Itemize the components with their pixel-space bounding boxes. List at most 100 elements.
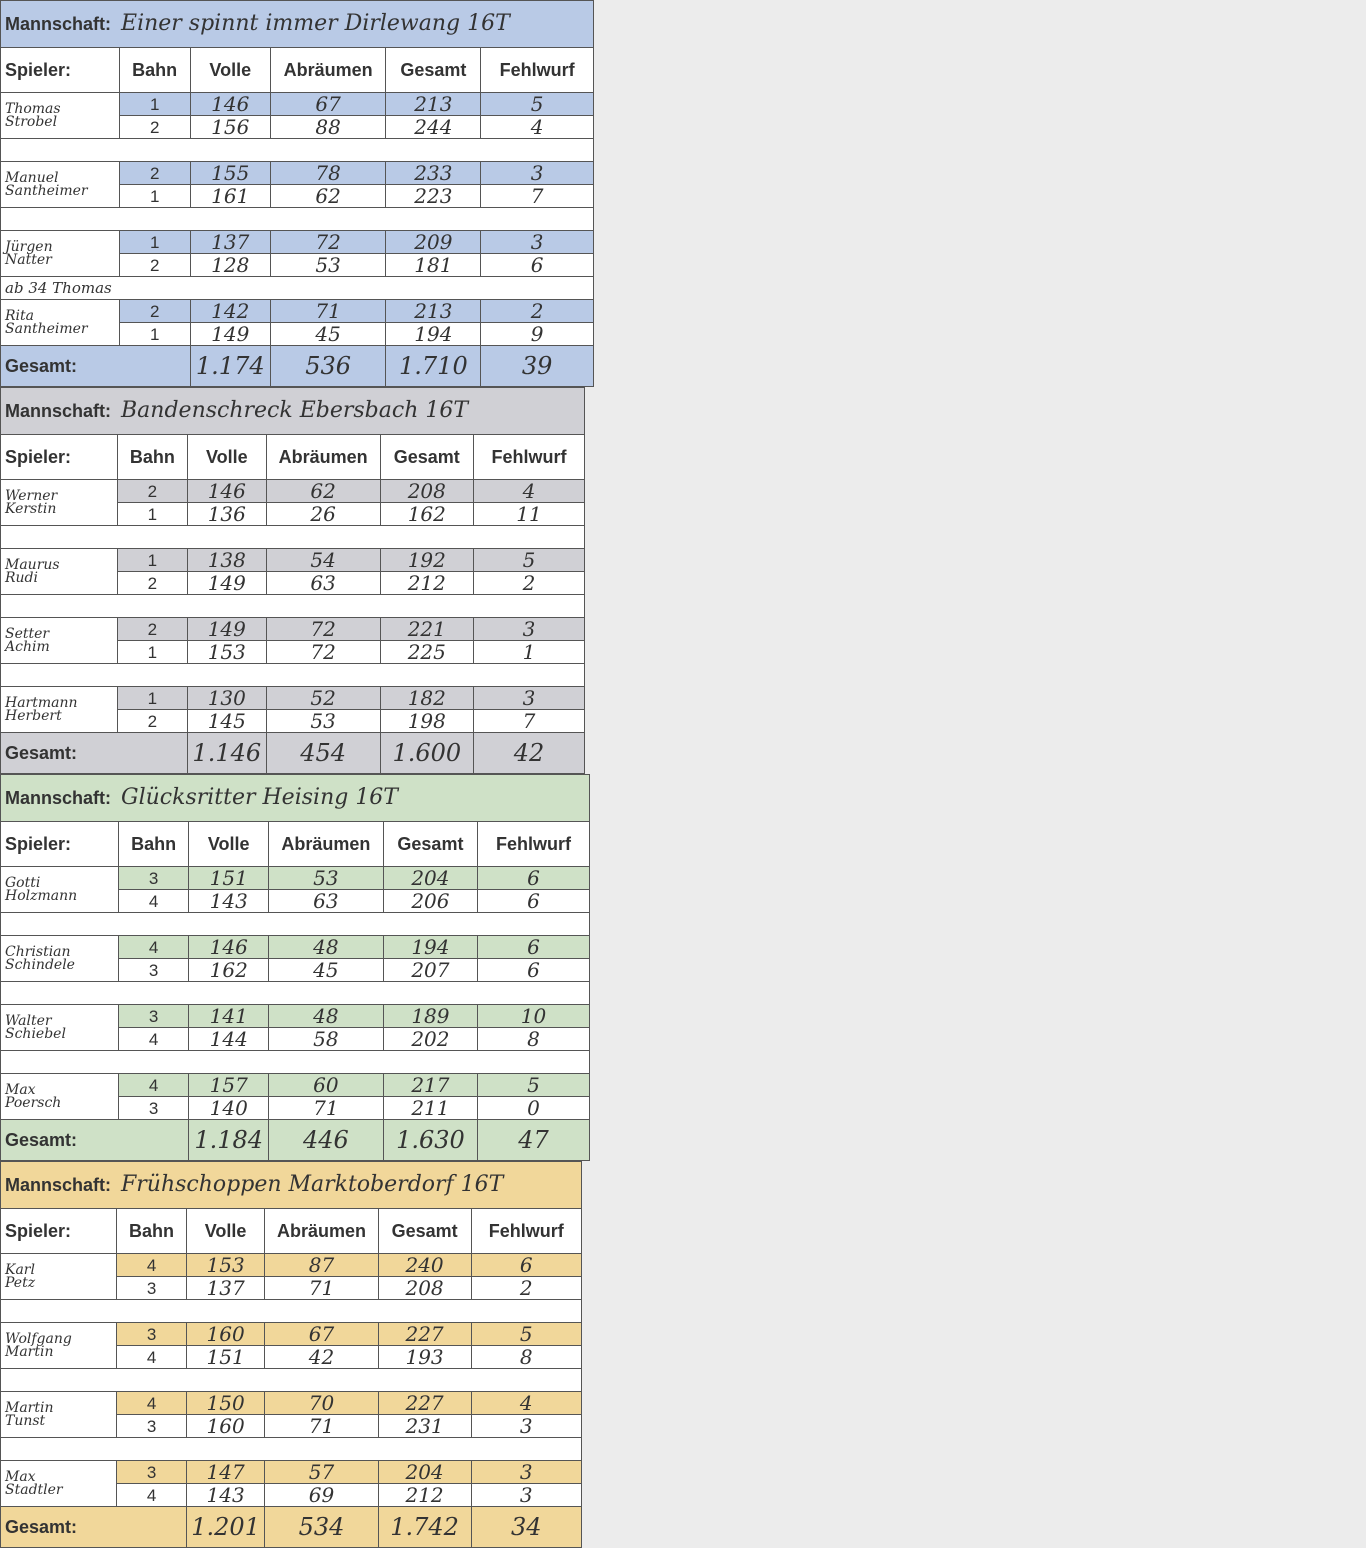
cell: 233 (385, 161, 482, 185)
spacer-row (0, 663, 585, 687)
cell: 227 (377, 1391, 472, 1415)
cell: 4 (117, 889, 190, 913)
spacer-row (0, 594, 585, 618)
name-line: Christian (5, 943, 71, 960)
cell: 4 (116, 1345, 187, 1369)
name-line: Stadtler (5, 1481, 63, 1498)
cell: 6 (477, 958, 590, 982)
team-name: Bandenschreck Ebersbach 16T (121, 398, 469, 423)
cell: 6 (477, 866, 590, 890)
cell: 244 (385, 115, 482, 139)
player-row: 4 143 63 206 6 (1, 889, 590, 913)
cell: 63 (265, 571, 381, 595)
total-value: 1.710 (385, 345, 482, 387)
total-value: 446 (267, 1119, 384, 1161)
player-name: Hartmann Herbert (0, 686, 118, 733)
title-row: Mannschaft: Frühschoppen Marktoberdorf 16… (0, 1161, 582, 1209)
cell: 141 (188, 1004, 269, 1028)
column-header: Volle (186, 434, 267, 480)
total-row: Gesamt: 1.184 446 1.630 47 (0, 1119, 590, 1161)
name-line: Setter (5, 625, 50, 642)
column-header: Bahn (116, 1208, 187, 1254)
cell: 78 (269, 161, 387, 185)
cell: 5 (473, 548, 585, 572)
cell: 3 (116, 1460, 187, 1484)
cell: 72 (265, 640, 381, 664)
cell: 53 (267, 866, 384, 890)
column-header: Spieler: (0, 821, 119, 867)
name-line: Santheimer (5, 320, 88, 337)
cell: 204 (377, 1460, 472, 1484)
column-header: Bahn (118, 47, 191, 93)
team-name: Einer spinnt immer Dirlewang 16T (121, 11, 510, 36)
total-value: 47 (477, 1119, 590, 1161)
name-line: Kerstin (5, 500, 57, 517)
column-header: Fehlwurf (473, 434, 585, 480)
cell: 3 (480, 161, 594, 185)
cell: 4 (116, 1253, 187, 1277)
column-header: Abräumen (267, 821, 384, 867)
name-line: Wolfgang (5, 1330, 72, 1347)
cell: 149 (186, 571, 267, 595)
cell: 45 (269, 322, 387, 346)
name-line: Holzmann (5, 887, 78, 904)
cell: 1 (118, 230, 191, 254)
cell: 71 (267, 1096, 384, 1120)
name-line: Rudi (5, 569, 38, 586)
column-header: Gesamt (377, 1208, 472, 1254)
cell: 3 (473, 686, 585, 710)
spacer-row (0, 981, 590, 1005)
name-line: Rita (5, 307, 34, 324)
cell: 212 (377, 1483, 472, 1507)
column-header: Volle (189, 47, 271, 93)
name-line: Werner (5, 487, 58, 504)
cell: 10 (477, 1004, 590, 1028)
cell: 150 (185, 1391, 266, 1415)
cell: 137 (189, 230, 271, 254)
total-value: 454 (265, 732, 381, 774)
player-name: Walter Schiebel (0, 1004, 119, 1051)
cell: 182 (379, 686, 475, 710)
column-header: Gesamt (379, 434, 475, 480)
cell: 6 (480, 253, 594, 277)
player-name: Werner Kerstin (0, 479, 118, 526)
cell: 2 (118, 115, 191, 139)
cell: 53 (269, 253, 387, 277)
player-name: Rita Santheimer (0, 299, 120, 346)
cell: 3 (470, 1460, 583, 1484)
player-row: Setter Achim 2 149 72 221 3 (0, 617, 585, 664)
cell: 1 (116, 686, 188, 710)
column-header: Spieler: (0, 434, 118, 480)
cell: 156 (189, 115, 271, 139)
cell: 194 (385, 322, 482, 346)
total-row: Gesamt: 1.146 454 1.600 42 (0, 732, 585, 774)
table: Mannschaft: Glücksritter Heising 16T Spiel… (0, 774, 590, 1161)
player-row: 1 153 72 225 1 (1, 640, 585, 664)
total-label: Gesamt: (0, 345, 191, 387)
cell: 52 (265, 686, 381, 710)
cell: 227 (377, 1322, 472, 1346)
cell: 2 (118, 299, 191, 323)
player-row: Walter Schiebel 3 141 48 189 10 (0, 1004, 590, 1051)
cell: 208 (377, 1276, 472, 1300)
total-row: Gesamt: 1.201 534 1.742 34 (0, 1506, 583, 1548)
spacer (0, 1368, 582, 1392)
cell: 0 (477, 1096, 590, 1120)
cell: 3 (480, 230, 594, 254)
cell: 128 (189, 253, 271, 277)
cell: 8 (470, 1345, 583, 1369)
name-line: Martin (5, 1399, 54, 1416)
cell: 192 (379, 548, 475, 572)
cell: 221 (379, 617, 475, 641)
title-row: Mannschaft: Glücksritter Heising 16T (0, 774, 590, 822)
cell: 60 (267, 1073, 384, 1097)
cell: 143 (185, 1483, 266, 1507)
team-table: Mannschaft: Bandenschreck Ebersbach 16T Sp… (0, 387, 585, 774)
cell: 147 (185, 1460, 266, 1484)
cell: 9 (480, 322, 594, 346)
player-name: Setter Achim (0, 617, 118, 664)
player-row: Gotti Holzmann 3 151 53 204 6 (0, 866, 590, 913)
cell: 67 (269, 92, 387, 116)
total-value: 1.184 (188, 1119, 269, 1161)
